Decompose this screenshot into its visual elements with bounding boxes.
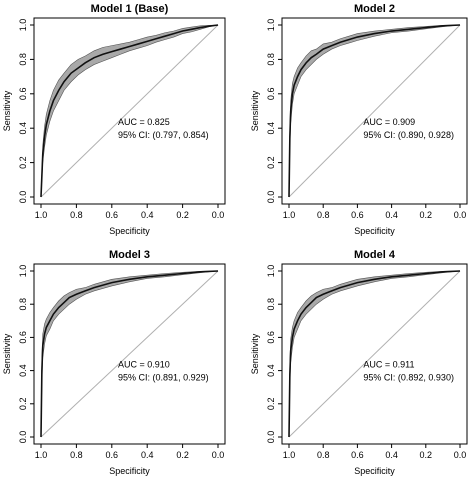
reference-diagonal — [288, 270, 461, 438]
roc-curve — [40, 24, 219, 198]
y-axis-label: Sensitivity — [2, 90, 12, 131]
x-tick-label: 0.0 — [454, 450, 467, 460]
x-tick-label: 1.0 — [35, 450, 48, 460]
x-tick-label: 0.8 — [70, 450, 83, 460]
x-tick-label: 0.6 — [106, 450, 119, 460]
y-tick-label: 0.4 — [18, 364, 28, 377]
y-tick-label: 0.2 — [266, 156, 276, 169]
y-tick-label: 0.4 — [18, 122, 28, 135]
y-tick-label: 0.8 — [18, 53, 28, 66]
plot-frame — [281, 263, 468, 445]
y-tick-label: 0.0 — [18, 191, 28, 204]
y-tick-label: 0.6 — [266, 331, 276, 344]
x-tick-label: 0.0 — [212, 210, 225, 220]
x-tick-label: 0.6 — [351, 210, 364, 220]
x-axis-label: Specificity — [354, 226, 395, 236]
x-tick-label: 0.6 — [106, 210, 119, 220]
x-tick-label: 0.2 — [420, 210, 433, 220]
y-tick-label: 0.2 — [18, 156, 28, 169]
y-tick-label: 1.0 — [266, 19, 276, 32]
x-tick-label: 0.4 — [385, 450, 398, 460]
chart-title: Model 1 (Base) — [91, 3, 169, 15]
x-tick-label: 1.0 — [283, 450, 296, 460]
y-tick-label: 0.2 — [18, 398, 28, 411]
y-tick-label: 0.0 — [18, 431, 28, 444]
auc-annotation: AUC = 0.911 — [363, 360, 414, 370]
reference-diagonal — [288, 24, 461, 198]
x-axis-label: Specificity — [354, 466, 395, 476]
roc-panel-2: Model 2 1.0 0.8 0.6 0.4 0.2 0.0 0.0 0.2 0.4 0.6 0.8… — [250, 3, 468, 236]
x-tick-label: 0.8 — [317, 210, 330, 220]
x-tick-label: 0.8 — [70, 210, 83, 220]
y-tick-label: 1.0 — [18, 265, 28, 278]
reference-diagonal — [40, 270, 219, 438]
y-tick-label: 1.0 — [18, 19, 28, 32]
plot-frame — [281, 17, 468, 205]
y-tick-label: 0.0 — [266, 431, 276, 444]
y-axis-label: Sensitivity — [250, 333, 260, 374]
y-tick-label: 0.4 — [266, 122, 276, 135]
x-tick-label: 1.0 — [35, 210, 48, 220]
y-tick-label: 0.6 — [266, 88, 276, 101]
plot-frame — [33, 17, 226, 205]
roc-curve — [288, 270, 461, 438]
ci-annotation: 95% CI: (0.892, 0.930) — [363, 373, 454, 383]
y-tick-label: 0.0 — [266, 191, 276, 204]
roc-panel-1: Model 1 (Base) 1.0 0.8 0.6 0.4 0.2 0.0 0.0 0.2 0.… — [2, 3, 226, 236]
x-tick-label: 1.0 — [283, 210, 296, 220]
y-tick-label: 0.6 — [18, 331, 28, 344]
x-tick-label: 0.4 — [385, 210, 398, 220]
y-tick-label: 0.8 — [18, 298, 28, 311]
x-tick-label: 0.4 — [141, 450, 154, 460]
x-tick-label: 0.4 — [141, 210, 154, 220]
x-tick-label: 0.2 — [176, 450, 189, 460]
y-tick-label: 1.0 — [266, 265, 276, 278]
y-tick-label: 0.4 — [266, 364, 276, 377]
x-tick-label: 0.2 — [176, 210, 189, 220]
roc-curve — [40, 270, 219, 438]
chart-title: Model 4 — [354, 249, 396, 261]
chart-title: Model 3 — [109, 249, 150, 261]
y-tick-label: 0.8 — [266, 53, 276, 66]
reference-diagonal — [40, 24, 219, 198]
auc-annotation: AUC = 0.910 — [118, 360, 170, 370]
plot-frame — [33, 263, 226, 445]
y-tick-label: 0.8 — [266, 298, 276, 311]
y-tick-label: 0.6 — [18, 88, 28, 101]
y-tick-label: 0.2 — [266, 398, 276, 411]
y-axis-label: Sensitivity — [2, 333, 12, 374]
x-tick-label: 0.8 — [317, 450, 330, 460]
x-tick-label: 0.2 — [420, 450, 433, 460]
auc-annotation: AUC = 0.825 — [118, 117, 170, 127]
y-axis-label: Sensitivity — [250, 90, 260, 131]
ci-annotation: 95% CI: (0.890, 0.928) — [363, 130, 454, 140]
chart-title: Model 2 — [354, 3, 395, 15]
x-tick-label: 0.0 — [212, 450, 225, 460]
x-axis-label: Specificity — [109, 466, 150, 476]
ci-annotation: 95% CI: (0.797, 0.854) — [118, 130, 209, 140]
roc-panel-3: Model 3 1.0 0.8 0.6 0.4 0.2 0.0 0.0 0.2 0.4 0.6 0.8… — [2, 249, 226, 476]
auc-annotation: AUC = 0.909 — [363, 117, 415, 127]
ci-annotation: 95% CI: (0.891, 0.929) — [118, 373, 209, 383]
roc-panel-4: Model 4 1.0 0.8 0.6 0.4 0.2 0.0 0.0 0.2 0.4 0.6 0.8… — [250, 249, 468, 476]
x-tick-label: 0.6 — [351, 450, 364, 460]
x-axis-label: Specificity — [109, 226, 150, 236]
x-tick-label: 0.0 — [454, 210, 467, 220]
roc-curve — [288, 24, 461, 198]
